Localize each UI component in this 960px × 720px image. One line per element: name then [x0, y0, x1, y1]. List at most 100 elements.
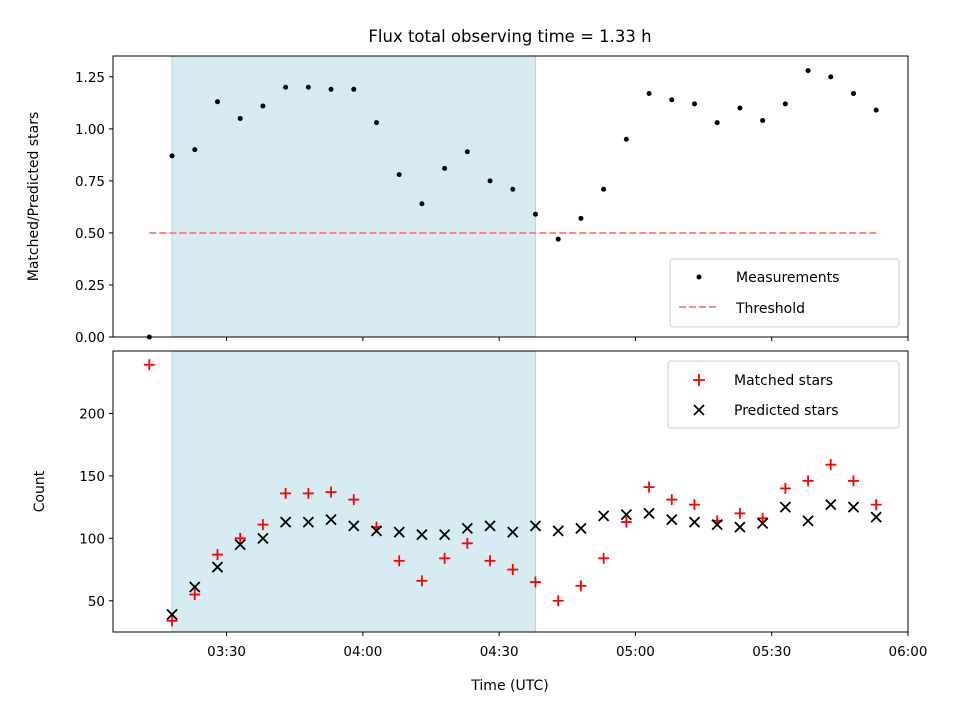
legend-measurements-marker — [696, 274, 702, 280]
measurement-point — [760, 118, 766, 124]
measurement-point — [646, 90, 652, 96]
legend-matched-label: Matched stars — [734, 373, 833, 389]
predicted-star-point — [348, 520, 360, 532]
predicted-star-point — [370, 525, 383, 537]
bottom-panel: 50 100 150 200 03:30 04:00 04:30 05:00 05:30 06:… — [32, 350, 927, 694]
x-tick-label: 05:00 — [616, 644, 655, 660]
bottom-y-axis-label: Count — [32, 470, 48, 512]
legend-matched-marker — [693, 374, 705, 386]
predicted-star-point — [416, 528, 428, 541]
matched-star-point — [257, 519, 269, 531]
y-tick-label: 0.25 — [75, 278, 105, 294]
x-tick-label: 06:00 — [889, 644, 928, 660]
matched-star-point — [847, 475, 859, 487]
y-tick-label: 0.00 — [75, 330, 105, 346]
predicted-star-point — [734, 521, 746, 533]
predicted-star-point — [643, 507, 655, 519]
measurement-point — [850, 90, 856, 96]
matched-star-point — [416, 575, 428, 587]
measurement-point — [782, 101, 788, 107]
matched-star-point — [166, 615, 178, 627]
measurement-point — [805, 68, 811, 74]
top-shaded-region — [171, 55, 536, 338]
top-y-ticks: 0.00 0.25 0.50 0.75 1.00 1.25 — [75, 70, 113, 346]
matched-star-point — [779, 482, 791, 494]
matched-star-point — [302, 487, 314, 499]
predicted-star-point — [666, 513, 678, 526]
measurement-point — [691, 101, 697, 107]
measurement-point — [828, 74, 834, 80]
legend-threshold-label: Threshold — [735, 301, 805, 317]
measurement-point — [214, 99, 220, 105]
matched-star-point — [643, 481, 655, 493]
measurement-point — [283, 84, 289, 90]
predicted-star-point — [597, 510, 610, 522]
matched-star-point — [688, 499, 700, 511]
bottom-legend-box — [667, 360, 900, 429]
top-legend-box — [669, 258, 900, 328]
predicted-star-point — [575, 522, 587, 534]
matched-star-point — [802, 475, 814, 487]
measurement-point — [623, 136, 629, 142]
measurement-point — [305, 84, 311, 90]
shaded-region — [171, 350, 536, 633]
matched-star-point — [393, 555, 405, 567]
x-tick-label: 04:00 — [343, 644, 382, 660]
y-tick-label: 0.75 — [75, 174, 105, 190]
matched-star-point — [484, 555, 496, 567]
measurement-point — [737, 105, 743, 111]
x-axis-label: Time (UTC) — [470, 678, 548, 694]
matched-star-point — [666, 494, 678, 506]
bottom-x-ticks: 03:30 04:00 04:30 05:00 05:30 06:00 — [207, 632, 927, 660]
predicted-star-point — [393, 526, 405, 538]
x-tick-label: 05:30 — [752, 644, 791, 660]
measurement-point — [260, 103, 266, 109]
measurement-point — [192, 147, 198, 153]
matched-star-point — [575, 580, 587, 592]
predicted-star-point — [688, 516, 701, 528]
measurement-point — [669, 97, 675, 103]
matched-star-point — [529, 576, 541, 588]
measurement-point — [169, 153, 175, 159]
x-tick-label: 03:30 — [207, 644, 246, 660]
matched-star-point — [825, 459, 837, 471]
matched-star-point — [461, 537, 473, 549]
measurement-point — [510, 186, 516, 192]
bottom-legend: Matched stars Predicted stars — [667, 360, 900, 429]
matched-star-point — [620, 516, 632, 528]
y-tick-label: 200 — [79, 406, 105, 422]
measurement-point — [714, 120, 720, 126]
predicted-star-point — [257, 532, 269, 544]
predicted-star-point — [870, 511, 882, 523]
predicted-star-point — [779, 501, 791, 513]
predicted-star-point — [166, 608, 178, 621]
measurement-point — [555, 236, 561, 242]
matched-star-point — [757, 512, 769, 524]
shaded-region — [171, 55, 536, 338]
y-tick-label: 1.00 — [75, 122, 105, 138]
y-tick-label: 50 — [88, 594, 105, 610]
measurement-point — [578, 215, 584, 221]
top-legend: Measurements Threshold — [669, 258, 900, 328]
predicted-star-point — [825, 498, 837, 511]
predicted-star-point — [802, 515, 814, 527]
matched-star-point — [211, 549, 223, 561]
legend-predicted-marker — [693, 404, 705, 416]
top-y-axis-label: Matched/Predicted stars — [26, 112, 42, 282]
chart-title: Flux total observing time = 1.33 h — [368, 27, 651, 46]
measurement-point — [442, 165, 448, 171]
matched-star-point — [348, 494, 360, 506]
bottom-axes-frame — [112, 350, 909, 633]
matched-star-point — [189, 589, 201, 601]
matched-star-point — [507, 564, 519, 576]
measurement-point — [351, 86, 357, 92]
legend-measurements-label: Measurements — [736, 270, 839, 286]
predicted-star-point — [211, 561, 224, 573]
measurement-point — [328, 86, 334, 92]
top-data-points — [146, 68, 879, 340]
predicted-star-point — [507, 526, 519, 538]
y-tick-label: 150 — [79, 469, 105, 485]
predicted-star-point — [711, 518, 723, 531]
bottom-data-points — [143, 359, 882, 627]
